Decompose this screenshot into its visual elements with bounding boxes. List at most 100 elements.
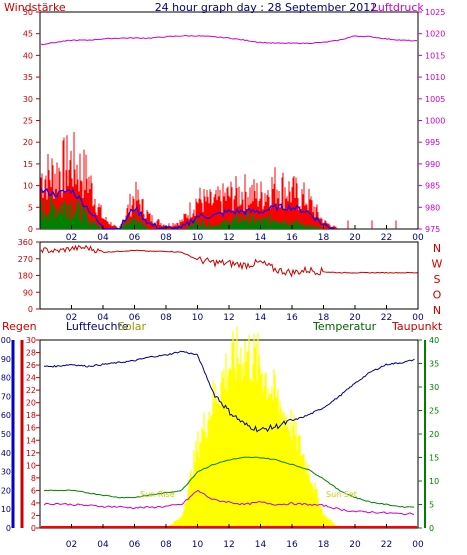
wind-y-tick-label: 50: [23, 8, 33, 17]
x-tick-label: 02: [66, 313, 77, 323]
direction-y-tick-label: 90: [23, 288, 33, 297]
rain-y-tick-label: 10: [26, 461, 36, 470]
x-tick-label: 04: [97, 313, 109, 323]
x-tick-label: 08: [160, 233, 172, 243]
x-tick-label: 16: [286, 540, 298, 550]
x-tick-label: 04: [97, 540, 109, 550]
wind-y-tick-label: 10: [23, 182, 33, 191]
x-tick-label: 12: [223, 233, 234, 243]
climate-panel: 0102030405060708090100024681012141618202…: [0, 327, 439, 550]
x-tick-label: 22: [381, 233, 392, 243]
rain-y-tick-label: 0: [31, 524, 36, 533]
x-tick-label: 14: [255, 313, 267, 323]
wind-y-tick-label: 15: [23, 160, 33, 169]
temp-y-tick-label: 20: [429, 430, 439, 439]
solar-area: [166, 327, 339, 528]
wind-axis-title: Windstärke: [4, 1, 66, 14]
temp-y-tick-label: 35: [429, 360, 439, 369]
humidity-y-tick-label: 0: [6, 524, 11, 533]
direction-y-tick-label: 360: [18, 238, 33, 247]
rain-y-tick-label: 6: [31, 486, 36, 495]
sunset-label: Sun Set: [326, 490, 357, 499]
pressure-y-tick-label: 1025: [425, 8, 445, 17]
compass-label: W: [432, 258, 443, 271]
pressure-y-tick-label: 1000: [425, 117, 445, 126]
sunrise-label: Sun Rise: [140, 490, 175, 499]
wind-average-line: [40, 188, 336, 230]
pressure-y-tick-label: 1020: [425, 30, 445, 39]
pressure-y-tick-label: 980: [425, 203, 440, 212]
temp-y-tick-label: 0: [429, 524, 434, 533]
temperature-label: Temperatur: [312, 320, 377, 333]
solar-label: Solar: [118, 320, 147, 333]
humidity-y-tick-label: 40: [1, 449, 11, 458]
temp-y-tick-label: 5: [429, 501, 434, 510]
pressure-y-tick-label: 990: [425, 160, 440, 169]
rain-axis-title: Regen: [2, 320, 37, 333]
pressure-y-tick-label: 1010: [425, 73, 445, 82]
humidity-line: [43, 350, 415, 433]
x-tick-label: 16: [286, 313, 298, 323]
humidity-y-tick-label: 20: [1, 486, 11, 495]
humidity-y-tick-label: 10: [1, 505, 11, 514]
humidity-y-tick-label: 80: [1, 374, 11, 383]
temp-y-tick-label: 15: [429, 454, 439, 463]
x-tick-label: 08: [160, 313, 172, 323]
pressure-y-tick-label: 995: [425, 138, 440, 147]
pressure-y-tick-label: 975: [425, 225, 440, 234]
rain-y-tick-label: 12: [26, 449, 36, 458]
dewpoint-axis-title: Taupunkt: [391, 320, 443, 333]
direction-y-tick-label: 180: [18, 272, 33, 281]
wind-y-tick-label: 30: [23, 95, 33, 104]
x-tick-label: 14: [255, 540, 267, 550]
x-tick-label: 14: [255, 233, 267, 243]
x-tick-label: 02: [66, 233, 77, 243]
pressure-axis-title: Luftdruck: [372, 1, 424, 14]
pressure-y-tick-label: 1005: [425, 95, 445, 104]
dewpoint-line: [43, 489, 415, 516]
temperature-line: [43, 456, 415, 508]
x-tick-label: 10: [192, 313, 204, 323]
x-tick-label: 00: [412, 540, 424, 550]
rain-y-tick-label: 2: [31, 511, 36, 520]
x-tick-label: 20: [349, 540, 361, 550]
x-tick-label: 06: [129, 313, 141, 323]
compass-label: N: [433, 242, 441, 255]
rain-y-tick-label: 18: [26, 411, 36, 420]
wind-min-bars: [40, 194, 322, 229]
rain-y-tick-label: 26: [26, 361, 36, 370]
rain-y-tick-label: 28: [26, 349, 36, 358]
wind-y-tick-label: 5: [28, 203, 33, 212]
humidity-y-tick-label: 60: [1, 411, 11, 420]
rain-y-tick-label: 24: [26, 374, 36, 383]
temp-y-tick-label: 30: [429, 383, 439, 392]
x-tick-label: 20: [349, 313, 361, 323]
pressure-line: [40, 35, 418, 45]
compass-label: O: [433, 289, 442, 302]
wind-panel: 0510152025303540455097598098599099510001…: [23, 8, 446, 243]
rain-y-tick-label: 4: [31, 499, 36, 508]
x-tick-label: 06: [129, 540, 141, 550]
wind-y-tick-label: 0: [28, 225, 33, 234]
humidity-y-tick-label: 30: [1, 468, 11, 477]
humidity-axis-title: Luftfeuchte: [66, 320, 129, 333]
pressure-y-tick-label: 985: [425, 182, 440, 191]
rain-y-tick-label: 30: [26, 336, 36, 345]
x-tick-label: 18: [318, 233, 330, 243]
x-tick-label: 12: [223, 540, 234, 550]
x-tick-label: 02: [66, 540, 77, 550]
x-tick-label: 12: [223, 313, 234, 323]
humidity-y-tick-label: 100: [0, 336, 11, 345]
x-tick-label: 00: [412, 233, 424, 243]
x-tick-label: 16: [286, 233, 298, 243]
x-tick-label: 10: [192, 540, 204, 550]
humidity-y-tick-label: 50: [1, 430, 11, 439]
pressure-y-tick-label: 1015: [425, 51, 445, 60]
humidity-y-tick-label: 90: [1, 355, 11, 364]
compass-label: S: [434, 273, 441, 286]
rain-y-tick-label: 14: [26, 436, 36, 445]
humidity-y-tick-label: 70: [1, 392, 11, 401]
